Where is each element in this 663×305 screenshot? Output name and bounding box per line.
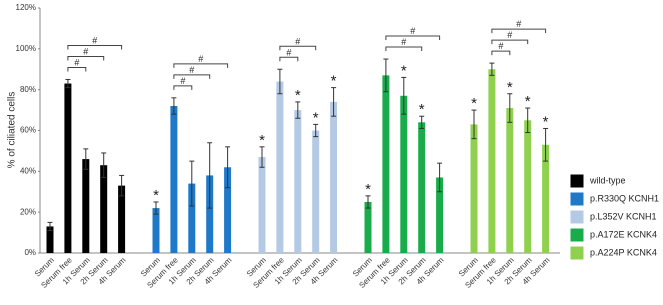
bar (436, 177, 444, 253)
significance-hash: # (286, 47, 291, 57)
bar (170, 106, 178, 253)
significance-bracket (491, 50, 511, 56)
y-tick-label: 20% (20, 207, 36, 216)
significance-hash: # (83, 46, 88, 56)
significance-star: * (295, 87, 301, 104)
significance-bracket (173, 74, 211, 79)
bar (418, 122, 426, 253)
y-tick-label: 60% (20, 126, 36, 135)
bar (224, 167, 232, 253)
bar (258, 157, 266, 253)
bar (364, 201, 372, 253)
significance-hash: # (507, 30, 512, 40)
legend-label: p.L352V KCNH1 (590, 211, 657, 221)
bar (330, 101, 338, 254)
significance-hash: # (74, 57, 79, 67)
significance-hash: # (180, 76, 185, 86)
significance-star: * (507, 79, 513, 96)
significance-bracket (279, 45, 317, 51)
bar (206, 175, 214, 253)
bar (82, 159, 90, 253)
legend-label: p.A224P KCNK4 (590, 247, 657, 257)
significance-star: * (543, 113, 549, 130)
significance-hash: # (401, 37, 406, 47)
significance-bracket (173, 63, 229, 68)
significance-bracket (67, 44, 123, 50)
significance-star: * (401, 62, 407, 79)
significance-bracket (67, 66, 87, 72)
significance-hash: # (516, 19, 521, 29)
significance-bracket (385, 35, 441, 41)
significance-hash: # (189, 65, 194, 75)
significance-hash: # (92, 35, 97, 45)
bar (46, 226, 54, 253)
y-tick-label: 40% (20, 166, 36, 175)
legend-label: wild-type (589, 175, 626, 185)
significance-star: * (419, 101, 425, 118)
bar (400, 95, 408, 254)
bar (100, 165, 108, 253)
significance-star: * (313, 109, 319, 126)
bar (470, 124, 478, 253)
legend-swatch (569, 191, 585, 207)
bar (312, 130, 320, 253)
significance-bracket (385, 46, 423, 52)
bar (524, 120, 532, 254)
significance-bracket (67, 55, 105, 61)
legend-swatch (569, 173, 585, 189)
bar (152, 208, 160, 253)
significance-star: * (365, 181, 371, 198)
significance-star: * (331, 73, 337, 90)
bar (542, 144, 550, 253)
significance-hash: # (198, 54, 203, 64)
legend-label: p.R330Q KCNH1 (590, 193, 659, 203)
bar (506, 108, 514, 254)
significance-bracket (279, 56, 299, 62)
significance-bracket (173, 85, 193, 90)
bar (294, 110, 302, 253)
significance-hash: # (295, 36, 300, 46)
significance-bracket (491, 39, 529, 45)
y-tick-label: 100% (16, 44, 36, 53)
significance-star: * (259, 132, 265, 149)
significance-star: * (471, 95, 477, 112)
legend-swatch (569, 209, 585, 225)
significance-bracket (491, 28, 547, 34)
y-tick-label: 120% (16, 3, 36, 12)
significance-hash: # (498, 41, 503, 51)
legend-swatch (569, 227, 585, 243)
bar (188, 183, 196, 253)
bar (118, 185, 126, 253)
significance-star: * (525, 93, 531, 110)
y-tick-label: 0% (24, 248, 36, 257)
bar (382, 75, 390, 253)
significance-hash: # (410, 26, 415, 36)
legend-label: p.A172E KCNK4 (590, 229, 657, 239)
bar (276, 81, 284, 253)
legend-swatch (569, 245, 585, 261)
y-tick-label: 80% (20, 85, 36, 94)
bar (488, 69, 496, 253)
significance-star: * (153, 187, 159, 204)
y-axis-label: % of ciliated cells (7, 92, 18, 169)
bar (64, 83, 72, 254)
